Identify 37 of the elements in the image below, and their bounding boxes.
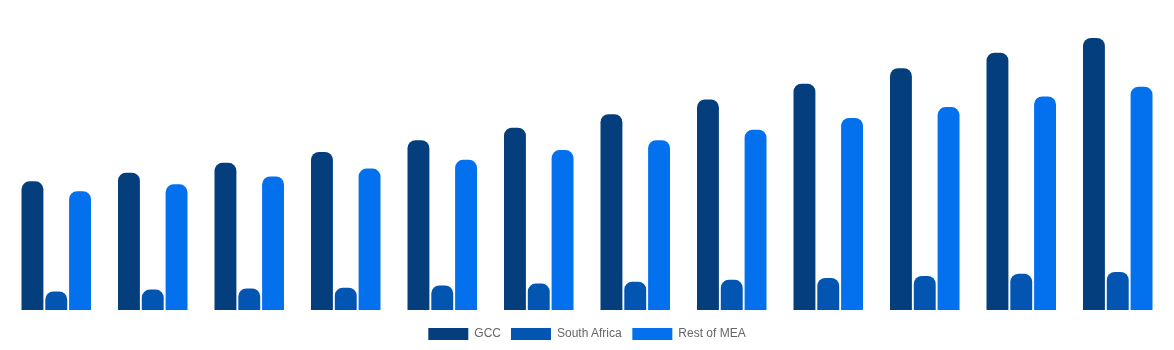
bar [311,151,333,310]
bar [21,181,44,310]
bar [214,162,237,310]
bar [720,279,743,310]
bar [431,285,454,310]
bar [1106,271,1129,310]
bar [817,277,840,310]
bar [527,283,550,310]
legend-label: South Africa [556,326,622,341]
bar [262,176,284,310]
bar [937,107,960,310]
bar [407,140,430,310]
bar [744,129,767,310]
bar [1083,38,1105,310]
bar [697,99,719,310]
bar [841,117,863,310]
bar [648,140,670,310]
bar [238,288,261,310]
bar [1034,96,1056,310]
bar [913,276,936,310]
bar [890,68,912,310]
bar [455,159,477,310]
bar [551,150,574,310]
bar [69,191,91,310]
bar [986,52,1009,310]
bar [600,114,623,310]
bar [1130,86,1153,310]
bar [504,127,526,310]
bar [118,172,140,310]
legend-label: Rest of MEA [678,326,746,341]
bar [1010,273,1033,310]
bar [334,287,357,310]
legend-label: GCC [474,326,502,341]
bar [358,168,381,310]
bar [624,281,647,310]
bar [165,184,188,310]
bar [793,83,816,310]
